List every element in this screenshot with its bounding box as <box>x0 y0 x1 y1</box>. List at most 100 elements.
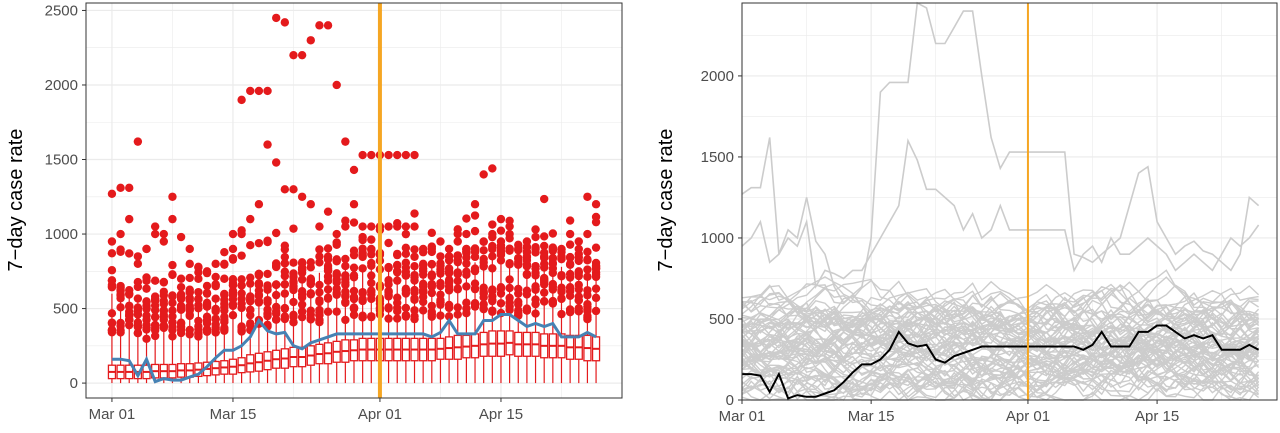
outlier-point <box>107 309 117 318</box>
outlier-point <box>548 259 558 269</box>
outlier-point <box>539 288 549 297</box>
outlier-point <box>591 293 601 303</box>
spaghetti-line <box>741 284 1259 350</box>
outlier-point <box>107 189 117 198</box>
outlier-point <box>271 262 281 272</box>
outlier-point <box>142 297 151 307</box>
outlier-point <box>306 279 315 288</box>
outlier-point <box>462 229 471 239</box>
outlier-point <box>202 281 212 291</box>
outlier-point <box>289 258 298 267</box>
y-tick-label: 1500 <box>45 152 78 169</box>
outlier-point <box>159 229 169 239</box>
outlier-point <box>107 325 117 335</box>
outlier-point <box>289 50 298 60</box>
outlier-point <box>358 264 367 273</box>
outlier-point <box>367 278 376 288</box>
outlier-point <box>116 229 125 239</box>
outlier-point <box>323 272 333 281</box>
outlier-point <box>531 309 540 318</box>
outlier-point <box>539 232 549 241</box>
outlier-point <box>237 299 246 308</box>
outlier-point <box>237 281 246 290</box>
outlier-point <box>341 290 350 300</box>
outlier-point <box>349 200 359 209</box>
spaghetti-line <box>741 269 1260 341</box>
outlier-point <box>479 246 488 255</box>
outlier-point <box>488 292 497 301</box>
outlier-point <box>436 252 445 261</box>
outlier-point <box>453 285 462 294</box>
outlier-point <box>444 278 454 288</box>
outlier-point <box>591 217 601 227</box>
outlier-point <box>176 274 186 283</box>
outlier-point <box>271 13 281 23</box>
outlier-point <box>522 286 532 295</box>
outlier-point <box>418 286 428 295</box>
outlier-point <box>315 258 324 267</box>
outlier-point <box>505 283 514 293</box>
outlier-point <box>488 252 497 261</box>
outlier-point <box>410 209 419 218</box>
outlier-point <box>315 296 324 305</box>
outlier-point <box>358 222 367 231</box>
outlier-point <box>591 284 601 293</box>
outlier-point <box>401 312 411 321</box>
outlier-point <box>168 306 177 315</box>
outlier-point <box>349 271 359 280</box>
outlier-point <box>125 285 134 295</box>
outlier-point <box>358 289 367 298</box>
spaghetti-line <box>741 308 1260 360</box>
outlier-point <box>125 183 134 193</box>
outlier-point <box>271 280 281 289</box>
outlier-point <box>367 250 376 259</box>
outlier-point <box>228 311 238 320</box>
outlier-point <box>401 286 411 295</box>
outlier-point <box>557 244 566 254</box>
outlier-point <box>211 282 220 291</box>
outlier-point <box>150 301 160 310</box>
outlier-point <box>254 286 264 295</box>
outlier-point <box>107 276 117 285</box>
outlier-point <box>315 222 324 231</box>
outlier-point <box>133 282 143 292</box>
spaghetti-line <box>741 340 1260 392</box>
outlier-point <box>133 137 143 146</box>
y-tick-label: 0 <box>70 375 78 392</box>
outlier-point <box>125 309 134 319</box>
outlier-point <box>436 281 445 291</box>
y-tick-label: 2000 <box>45 77 78 94</box>
outlier-point <box>479 283 488 292</box>
outlier-point <box>565 216 575 225</box>
y-tick-label: 1500 <box>701 149 734 166</box>
outlier-point <box>289 185 298 194</box>
outlier-point <box>246 279 255 288</box>
outlier-point <box>427 307 437 317</box>
spaghetti-line <box>741 280 1259 332</box>
outlier-point <box>574 244 583 254</box>
outlier-point <box>548 298 558 307</box>
outlier-point <box>289 297 298 307</box>
outlier-point <box>168 260 177 270</box>
outlier-point <box>116 328 125 337</box>
right-x-axis: Mar 01 Mar 15 Apr 01 Apr 15 <box>719 400 1179 425</box>
outlier-point <box>237 322 246 331</box>
outlier-point <box>358 252 367 262</box>
y-tick-label: 1000 <box>45 226 78 243</box>
x-tick-label: Mar 01 <box>89 406 136 423</box>
outlier-point <box>479 237 488 246</box>
outlier-point <box>470 252 480 262</box>
outlier-point <box>220 259 229 269</box>
outlier-point <box>315 280 324 290</box>
y-tick-label: 500 <box>53 301 78 318</box>
right-chart-panel: 0 500 1000 1500 2000 Mar 01 Mar 15 Apr 01 Apr 1… <box>655 1 1278 425</box>
outlier-point <box>583 229 592 239</box>
outlier-point <box>401 263 411 272</box>
outlier-point <box>514 284 523 294</box>
outlier-point <box>168 332 177 341</box>
outlier-point <box>116 321 125 331</box>
left-panel-border <box>85 2 623 399</box>
outlier-point <box>159 323 169 333</box>
outlier-point <box>341 298 350 308</box>
outlier-point <box>393 260 402 270</box>
